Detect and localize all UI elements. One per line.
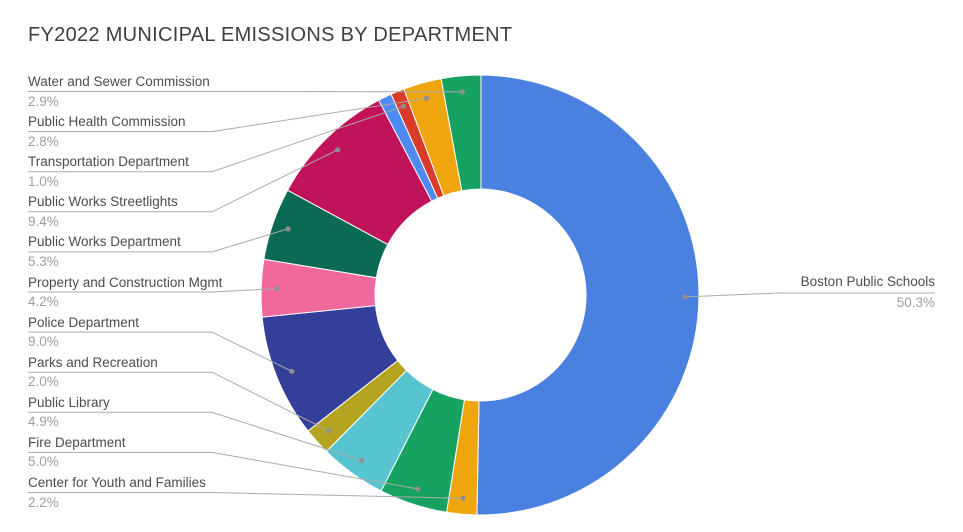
leader-line xyxy=(684,292,935,298)
slice-label-value: 50.3% xyxy=(896,295,935,310)
chart-title: FY2022 MUNICIPAL EMISSIONS BY DEPARTMENT xyxy=(28,24,513,46)
slice-label-name: Water and Sewer Commission xyxy=(28,74,210,89)
leader-dot xyxy=(415,486,421,492)
slice-label-name: Center for Youth and Families xyxy=(28,475,206,490)
slice-label-name: Transportation Department xyxy=(28,154,189,170)
leader-dot xyxy=(400,103,407,109)
donut-slice-boston-public-schools[interactable] xyxy=(476,74,700,516)
leader-line xyxy=(28,97,427,133)
leader-dot xyxy=(285,226,291,232)
slice-label-value: 2.0% xyxy=(28,374,59,390)
slice-label-value: 9.0% xyxy=(28,334,59,350)
slice-label-value: 5.3% xyxy=(28,253,59,269)
leader-line xyxy=(28,288,278,293)
slice-label-value: 1.0% xyxy=(28,173,59,189)
slice-label-value: 2.2% xyxy=(28,494,59,510)
leader-dot xyxy=(459,89,465,95)
leader-dot xyxy=(424,95,430,101)
slice-label-value: 9.4% xyxy=(28,213,59,229)
slice-label-name: Public Works Department xyxy=(28,234,181,250)
slice-label-name: Public Health Commission xyxy=(28,114,186,130)
slice-label-name: Parks and Recreation xyxy=(28,354,158,370)
leader-line xyxy=(28,451,419,490)
leader-line xyxy=(28,411,362,461)
donut-slice-water-and-sewer-commission[interactable] xyxy=(440,74,482,192)
leader-dot xyxy=(335,147,341,153)
slice-label-name: Property and Construction Mgmt xyxy=(28,274,223,290)
slice-label-value: 4.2% xyxy=(28,294,59,309)
slice-label-value: 2.9% xyxy=(28,93,59,109)
leader-dot xyxy=(460,495,466,501)
leader-dot xyxy=(274,286,280,292)
leader-line xyxy=(28,331,293,372)
leader-dot xyxy=(682,294,688,300)
slice-label-name: Boston Public Schools xyxy=(800,274,935,289)
leader-line xyxy=(28,492,464,499)
slice-label-value: 2.8% xyxy=(28,133,59,149)
leader-dot xyxy=(326,428,332,434)
slice-label-name: Public Library xyxy=(28,394,110,410)
slice-label-name: Public Works Streetlights xyxy=(28,194,178,210)
slice-label-value: 4.9% xyxy=(28,414,59,430)
slice-label-value: 5.0% xyxy=(28,454,59,470)
leader-dot xyxy=(289,368,295,374)
leader-dot xyxy=(359,457,365,463)
slice-label-name: Police Department xyxy=(28,314,140,330)
leader-line xyxy=(28,371,330,432)
leader-line xyxy=(28,149,338,213)
leader-line xyxy=(28,228,289,253)
leader-line xyxy=(28,105,404,173)
slice-label-name: Fire Department xyxy=(28,434,126,450)
